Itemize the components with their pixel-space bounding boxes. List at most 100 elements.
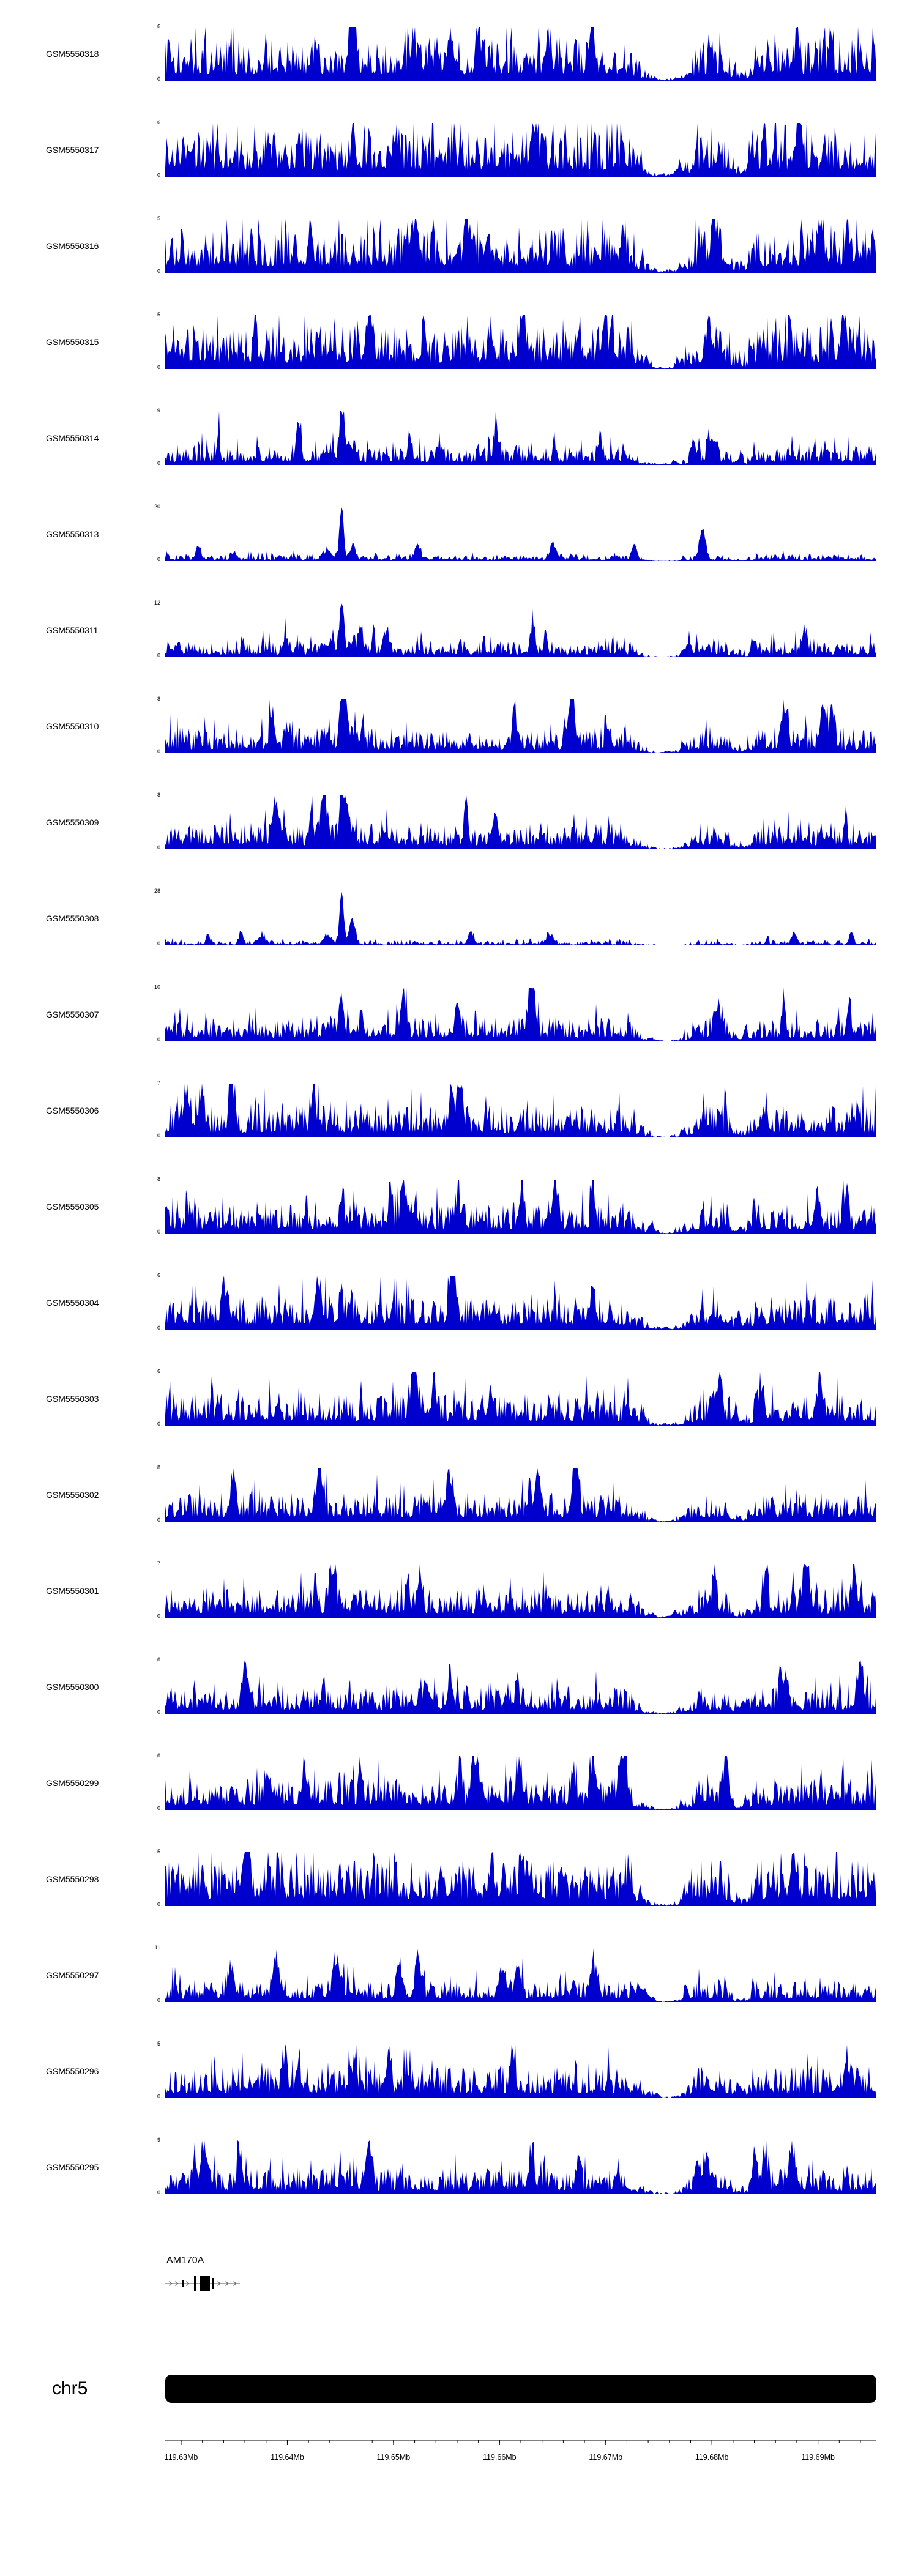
track-ymin-label: 0 [157, 940, 160, 947]
track-ymin-label: 0 [157, 1421, 160, 1427]
track-row: GSM5550306 7 0 [0, 1074, 918, 1170]
chromosome-ideogram-bar [165, 2375, 876, 2403]
track-label: GSM5550298 [46, 1874, 99, 1884]
track-ymax-label: 5 [157, 2041, 160, 2047]
track-row: GSM5550314 9 0 [0, 401, 918, 497]
track-ymax-label: 8 [157, 696, 160, 702]
track-label: GSM5550314 [46, 433, 99, 443]
track-signal-area [165, 219, 876, 273]
track-label: GSM5550308 [46, 914, 99, 923]
track-signal-area [165, 1468, 876, 1522]
track-row: GSM5550310 8 0 [0, 690, 918, 786]
track-row: GSM5550315 5 0 [0, 305, 918, 401]
track-ymax-label: 9 [157, 408, 160, 414]
track-signal-area [165, 795, 876, 849]
track-ymin-label: 0 [157, 1229, 160, 1235]
track-ymax-label: 7 [157, 1080, 160, 1086]
strand-arrow-icon [233, 2281, 237, 2286]
track-label: GSM5550295 [46, 2162, 99, 2172]
track-label: GSM5550305 [46, 1202, 99, 1212]
strand-arrow-icon [169, 2281, 173, 2286]
track-row: GSM5550302 8 0 [0, 1458, 918, 1554]
track-ymax-label: 28 [154, 888, 160, 894]
axis-tick-label: 119.67Mb [589, 2453, 622, 2462]
axis-tick-label: 119.69Mb [801, 2453, 835, 2462]
axis-tick-label: 119.66Mb [483, 2453, 517, 2462]
track-row: GSM5550300 8 0 [0, 1650, 918, 1746]
track-ymin-label: 0 [157, 364, 160, 370]
track-row: GSM5550298 5 0 [0, 1842, 918, 1938]
track-ymin-label: 0 [157, 652, 160, 658]
axis-tick-label: 119.63Mb [165, 2453, 198, 2462]
gene-annotation-track: AM170A [0, 2252, 918, 2313]
track-ymax-label: 7 [157, 1560, 160, 1566]
track-label: GSM5550311 [46, 625, 99, 635]
track-signal-area [165, 1660, 876, 1714]
track-ymin-label: 0 [157, 1325, 160, 1331]
track-ymax-label: 5 [157, 215, 160, 221]
track-label: GSM5550318 [46, 49, 99, 59]
track-ymax-label: 8 [157, 792, 160, 798]
track-row: GSM5550307 10 0 [0, 978, 918, 1074]
strand-arrow-icon [225, 2281, 229, 2286]
track-ymin-label: 0 [157, 1709, 160, 1715]
track-label: GSM5550302 [46, 1490, 99, 1500]
track-ymin-label: 0 [157, 1133, 160, 1139]
track-signal-area [165, 1084, 876, 1137]
track-label: GSM5550300 [46, 1682, 99, 1692]
track-ymax-label: 12 [154, 600, 160, 606]
track-label: GSM5550317 [46, 145, 99, 155]
track-signal-area [165, 411, 876, 465]
track-row: GSM5550296 5 0 [0, 2034, 918, 2131]
track-ymax-label: 20 [154, 504, 160, 510]
genome-axis: 119.63Mb 119.64Mb 119.65Mb 119.66Mb 119.67Mb… [165, 2440, 876, 2462]
track-label: GSM5550301 [46, 1586, 99, 1596]
track-label: GSM5550303 [46, 1394, 99, 1404]
track-row: GSM5550318 6 0 [0, 17, 918, 113]
track-ymax-label: 6 [157, 119, 160, 125]
track-ymin-label: 0 [157, 2093, 160, 2099]
track-row: GSM5550316 5 0 [0, 209, 918, 305]
track-row: GSM5550297 11 0 [0, 1938, 918, 2034]
track-row: GSM5550303 6 0 [0, 1362, 918, 1458]
track-signal-area [165, 1276, 876, 1330]
track-signal-area [165, 603, 876, 657]
track-signal-area [165, 315, 876, 369]
track-ymin-label: 0 [157, 844, 160, 851]
track-ymin-label: 0 [157, 556, 160, 562]
track-signal-area [165, 1180, 876, 1234]
track-label: GSM5550297 [46, 1970, 99, 1980]
gene-exon-box [212, 2278, 214, 2289]
track-row: GSM5550301 7 0 [0, 1554, 918, 1650]
track-row: GSM5550309 8 0 [0, 786, 918, 882]
track-ymax-label: 8 [157, 1176, 160, 1182]
track-signal-area [165, 2140, 876, 2194]
track-ymin-label: 0 [157, 76, 160, 82]
track-label: GSM5550316 [46, 241, 99, 251]
track-signal-area [165, 507, 876, 561]
axis-tick-label: 119.68Mb [695, 2453, 729, 2462]
track-label: GSM5550306 [46, 1106, 99, 1115]
track-label: GSM5550304 [46, 1298, 99, 1308]
chromosome-label: chr5 [52, 2378, 88, 2399]
track-ymax-label: 8 [157, 1752, 160, 1759]
track-row: GSM5550299 8 0 [0, 1746, 918, 1842]
track-label: GSM5550307 [46, 1010, 99, 1019]
strand-arrow-icon [175, 2281, 179, 2286]
track-ymin-label: 0 [157, 1517, 160, 1523]
track-signal-area [165, 2044, 876, 2098]
track-ymin-label: 0 [157, 748, 160, 754]
track-ymax-label: 8 [157, 1464, 160, 1470]
track-ymin-label: 0 [157, 1037, 160, 1043]
track-signal-area [165, 699, 876, 753]
track-ymax-label: 6 [157, 23, 160, 29]
track-row: GSM5550304 6 0 [0, 1266, 918, 1362]
gene-model-glyph [165, 2276, 240, 2291]
track-ymax-label: 6 [157, 1368, 160, 1374]
axis-tick-label: 119.65Mb [377, 2453, 411, 2462]
track-ymax-label: 5 [157, 311, 160, 318]
gene-exon-box [194, 2276, 196, 2291]
track-label: GSM5550310 [46, 721, 99, 731]
track-label: GSM5550296 [46, 2066, 99, 2076]
